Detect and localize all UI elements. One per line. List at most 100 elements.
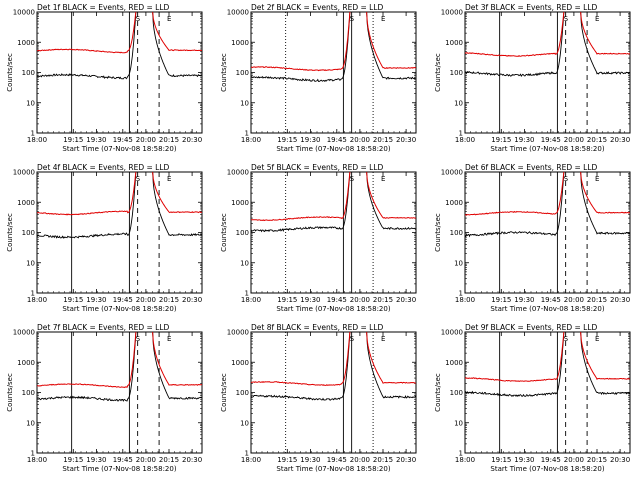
x-tick-label: 19:45 [541, 456, 561, 464]
lld-series-line [251, 172, 416, 222]
y-tick-label: 1000 [231, 359, 249, 367]
detector-panel-3: Det 3f BLACK = Events, RED = LLD 1 10 100 10… [434, 3, 631, 153]
panel-title: Det 2f BLACK = Events, RED = LLD [251, 3, 384, 12]
start-mark-label: S [350, 15, 355, 23]
x-tick-label: 20:30 [182, 296, 202, 304]
lld-series-line [465, 332, 630, 382]
y-tick-label: 100 [22, 69, 35, 77]
x-tick-label: 19:15 [277, 136, 297, 144]
x-tick-label: 19:15 [491, 296, 511, 304]
x-tick-label: 20:00 [136, 296, 156, 304]
x-tick-label: 20:15 [587, 136, 607, 144]
y-axis-label: Counts/sec [6, 213, 14, 252]
x-tick-label: 18:00 [455, 456, 475, 464]
y-axis-label: Counts/sec [434, 373, 442, 412]
y-axis-label: Counts/sec [434, 53, 442, 92]
y-tick-label: 1 [245, 290, 249, 298]
events-series-line [37, 12, 202, 80]
y-tick-label: 100 [22, 389, 35, 397]
y-tick-label: 1000 [445, 39, 463, 47]
y-tick-label: 100 [22, 229, 35, 237]
y-tick-label: 1000 [231, 199, 249, 207]
y-axis-label: Counts/sec [6, 373, 14, 412]
x-tick-label: 19:15 [63, 296, 83, 304]
panel-title: Det 6f BLACK = Events, RED = LLD [465, 163, 598, 172]
start-mark-label: S [136, 15, 141, 23]
y-tick-label: 10000 [227, 9, 249, 17]
x-tick-label: 19:15 [491, 136, 511, 144]
y-tick-label: 10000 [227, 329, 249, 337]
panel-title: Det 5f BLACK = Events, RED = LLD [251, 163, 384, 172]
y-tick-label: 10 [240, 419, 249, 427]
x-tick-label: 20:15 [159, 456, 179, 464]
y-tick-label: 10 [240, 259, 249, 267]
start-mark-label: S [564, 15, 569, 23]
end-mark-label: E [167, 15, 171, 23]
x-tick-label: 19:30 [514, 296, 534, 304]
y-tick-label: 10 [26, 259, 35, 267]
x-tick-label: 20:30 [610, 296, 630, 304]
x-tick-label: 19:30 [300, 456, 320, 464]
end-mark-label: E [595, 175, 599, 183]
lld-series-line [251, 12, 416, 72]
x-tick-label: 19:45 [327, 296, 347, 304]
y-tick-label: 1 [31, 290, 35, 298]
x-tick-label: 19:15 [277, 456, 297, 464]
x-axis-label: Start Time (07-Nov-08 18:58:20) [276, 145, 390, 153]
x-axis-label: Start Time (07-Nov-08 18:58:20) [62, 145, 176, 153]
lld-series-line [37, 172, 202, 216]
y-tick-label: 1000 [17, 39, 35, 47]
events-series-line [465, 12, 630, 77]
y-tick-label: 1 [31, 130, 35, 138]
x-tick-label: 20:15 [373, 296, 393, 304]
panel-title: Det 8f BLACK = Events, RED = LLD [251, 323, 384, 332]
x-tick-label: 19:30 [300, 136, 320, 144]
x-tick-label: 19:45 [541, 136, 561, 144]
events-series-line [251, 172, 416, 233]
x-tick-label: 18:00 [27, 456, 47, 464]
x-tick-label: 20:00 [564, 136, 584, 144]
x-tick-label: 18:00 [27, 296, 47, 304]
y-tick-label: 1000 [445, 199, 463, 207]
x-tick-label: 18:00 [241, 296, 261, 304]
x-tick-label: 19:45 [113, 456, 133, 464]
y-tick-label: 1 [459, 290, 463, 298]
y-tick-label: 10000 [441, 9, 463, 17]
y-tick-label: 1000 [17, 199, 35, 207]
x-axis-label: Start Time (07-Nov-08 18:58:20) [490, 145, 604, 153]
x-tick-label: 20:00 [350, 136, 370, 144]
detector-panel-9: Det 9f BLACK = Events, RED = LLD 1 10 100 10… [434, 323, 631, 473]
x-tick-label: 19:15 [277, 296, 297, 304]
lld-series-line [465, 12, 630, 57]
lld-series-line [37, 332, 202, 389]
detector-panel-2: Det 2f BLACK = Events, RED = LLD 1 10 100 10… [220, 3, 417, 153]
x-tick-label: 18:00 [241, 456, 261, 464]
x-tick-label: 19:45 [327, 136, 347, 144]
x-tick-label: 19:30 [86, 136, 106, 144]
y-tick-label: 1 [245, 450, 249, 458]
y-axis-label: Counts/sec [220, 213, 228, 252]
x-tick-label: 19:15 [63, 136, 83, 144]
detector-panel-4: Det 4f BLACK = Events, RED = LLD 1 10 100 10… [6, 163, 203, 313]
panel-title: Det 7f BLACK = Events, RED = LLD [37, 323, 170, 332]
x-tick-label: 18:00 [455, 136, 475, 144]
x-tick-label: 20:15 [159, 136, 179, 144]
y-tick-label: 100 [450, 69, 463, 77]
x-tick-label: 20:00 [350, 456, 370, 464]
y-tick-label: 10 [26, 419, 35, 427]
y-tick-label: 100 [450, 229, 463, 237]
x-axis-label: Start Time (07-Nov-08 18:58:20) [276, 305, 390, 313]
y-tick-label: 1000 [445, 359, 463, 367]
x-tick-label: 20:30 [396, 296, 416, 304]
y-tick-label: 10000 [227, 169, 249, 177]
y-tick-label: 100 [236, 69, 249, 77]
y-tick-label: 10000 [13, 9, 35, 17]
y-axis-label: Counts/sec [220, 53, 228, 92]
events-series-line [465, 332, 630, 398]
panel-title: Det 3f BLACK = Events, RED = LLD [465, 3, 598, 12]
lld-series-line [465, 172, 630, 216]
x-tick-label: 20:30 [610, 136, 630, 144]
x-tick-label: 20:00 [136, 136, 156, 144]
